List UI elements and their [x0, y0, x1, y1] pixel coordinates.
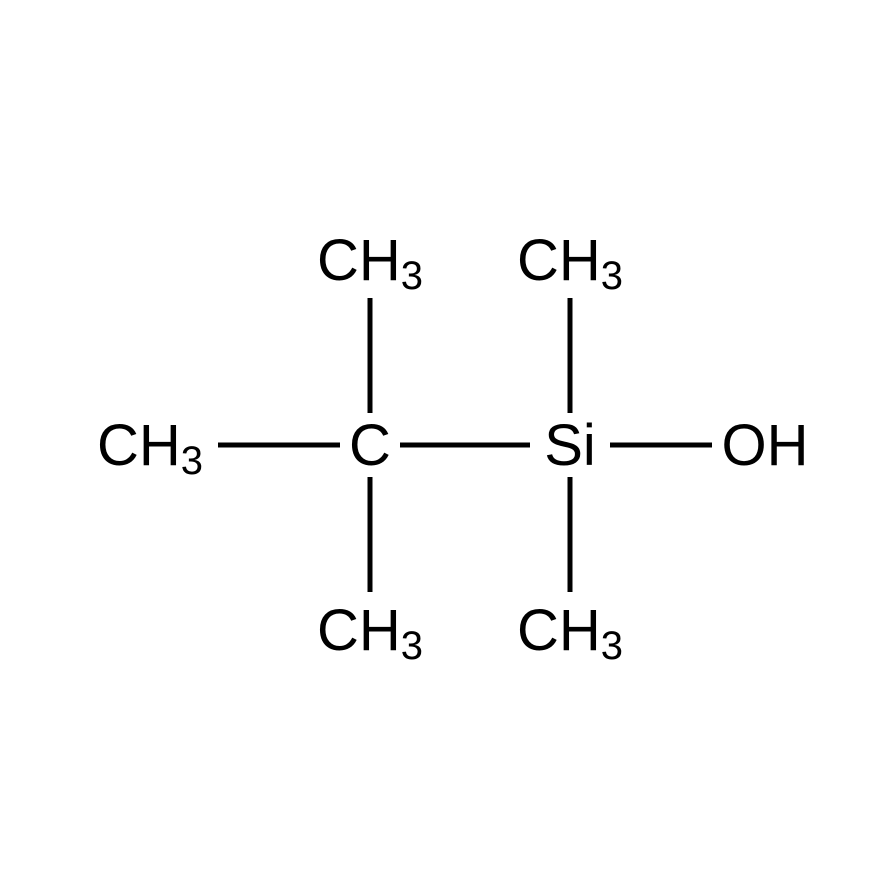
atom-subscript: 3	[401, 624, 423, 668]
atom-label-ch3_bot_c: CH3	[317, 598, 423, 669]
bonds-group	[218, 298, 712, 592]
atom-label-ch3_left: CH3	[97, 413, 203, 484]
atom-label-oh: OH	[722, 413, 809, 478]
atom-main: CH	[517, 598, 601, 663]
atom-label-c_center: C	[349, 413, 391, 478]
atom-main: OH	[722, 413, 809, 478]
atom-subscript: 3	[601, 254, 623, 298]
atom-main: CH	[97, 413, 181, 478]
atom-subscript: 3	[401, 254, 423, 298]
atom-label-ch3_bot_si: CH3	[517, 598, 623, 669]
atoms-group: CH3CCH3CH3SiCH3CH3OH	[97, 228, 809, 669]
atom-subscript: 3	[181, 439, 203, 483]
atom-main: CH	[317, 598, 401, 663]
atom-subscript: 3	[601, 624, 623, 668]
atom-main: C	[349, 413, 391, 478]
chemical-structure-diagram: CH3CCH3CH3SiCH3CH3OH	[0, 0, 890, 890]
atom-main: Si	[544, 413, 596, 478]
atom-label-ch3_top_si: CH3	[517, 228, 623, 299]
atom-label-si: Si	[544, 413, 596, 478]
atom-label-ch3_top_c: CH3	[317, 228, 423, 299]
atom-main: CH	[317, 228, 401, 293]
atom-main: CH	[517, 228, 601, 293]
